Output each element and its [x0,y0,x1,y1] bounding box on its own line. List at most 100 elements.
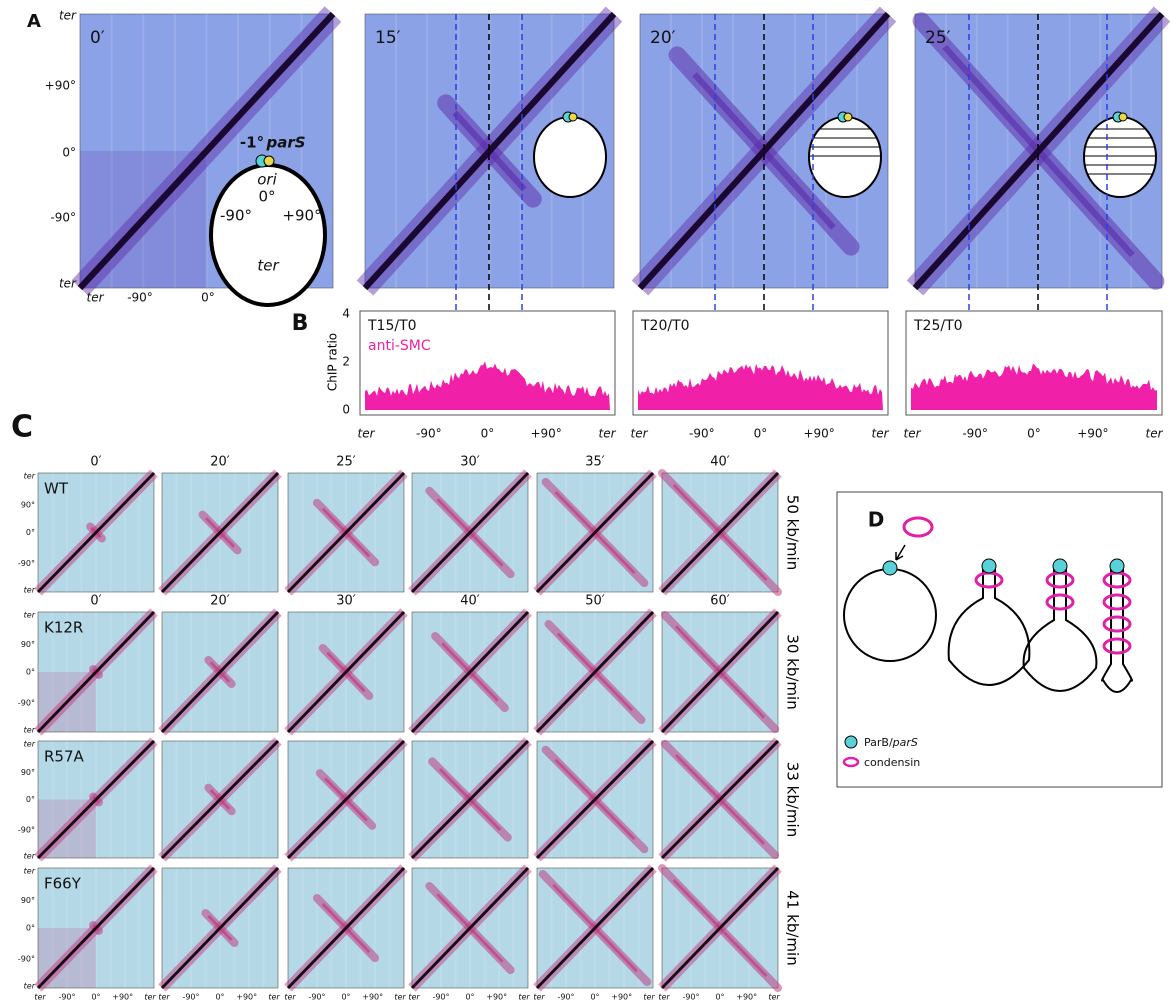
y-tick-label: ter [24,852,36,861]
heatmap-diagonal [660,866,780,990]
y-tick-label: ter [24,611,36,620]
y-tick-label: ter [24,982,36,991]
heatmap-diagonal [286,739,406,860]
x-tick-label: 0° [1027,427,1041,441]
rate-label: 41 kb/min [784,890,802,965]
x-tick-label: ter [144,993,156,1002]
x-tick-label: -90° [689,427,715,441]
x-tick-label: 0° [201,291,215,305]
y-tick-label: 4 [342,307,350,321]
time-label: 30′ [460,455,480,470]
condensin-ring [1045,593,1075,611]
heatmap-diagonal [535,739,655,860]
legend-label: ParB/parS [864,736,918,749]
y-tick-label: 2 [342,355,350,369]
heatmap-diagonal [286,866,406,990]
x-tick-label: +90° [486,993,507,1002]
x-tick-label: ter [408,993,420,1002]
time-label: 30′ [336,594,356,609]
x-tick-label: ter [871,427,889,441]
x-tick-label: 0° [465,993,474,1002]
heatmap-diagonal [362,11,617,291]
heatmap-diagonal [410,610,530,734]
parb-dot [1109,558,1125,574]
x-tick-label: 0° [91,993,100,1002]
panel-label: A [27,11,41,32]
x-tick-label: +90° [236,993,257,1002]
parb-dot [1052,558,1068,574]
x-tick-label: +90° [530,427,561,441]
x-tick-label: -90° [58,993,75,1002]
y-tick-label: 90° [21,896,35,905]
x-tick-label: -90° [432,993,449,1002]
y-tick-label: ter [24,740,36,749]
y-tick-label: 90° [21,640,35,649]
chip-profile [638,363,883,410]
x-tick-label: -90° [962,427,988,441]
x-tick-label: 0° [590,993,599,1002]
time-label: 35′ [585,455,605,470]
x-tick-label: ter [518,993,530,1002]
strain-label: R57A [44,748,85,766]
time-label: 60′ [710,594,730,609]
strain-label: WT [44,480,69,498]
y-tick-label: 0° [62,146,76,160]
heatmap-diagonal [160,739,280,860]
x-tick-label: 0° [215,993,224,1002]
x-tick-label: 0° [481,427,495,441]
heatmap-diagonal [535,610,655,734]
x-tick-label: +90° [803,427,834,441]
heatmap-diagonal [160,610,280,734]
strain-label: F66Y [44,875,82,893]
plot-title: T25/T0 [913,318,963,334]
y-tick-label: ter [24,726,36,735]
x-tick-label: +90° [362,993,383,1002]
y-tick-label: ter [24,472,36,481]
x-tick-label: ter [598,427,616,441]
chromosome-loop [1101,566,1133,693]
x-tick-label: ter [357,427,375,441]
x-tick-label: -90° [682,993,699,1002]
y-tick-label: ter [24,586,36,595]
heatmap-diagonal [410,739,530,860]
inset-label: parS [265,134,305,152]
heatmap-diagonal [535,866,655,990]
x-tick-label: ter [768,993,780,1002]
x-tick-label: ter [86,291,104,305]
pars-dot [1118,112,1128,122]
condensin-ring [1102,615,1132,633]
legend-label: condensin [864,756,920,769]
x-tick-label: ter [533,993,545,1002]
chromosome-inset [533,116,607,198]
legend-text: parS [892,736,918,749]
arrow [895,544,906,561]
chip-profile [365,361,610,410]
y-tick-label: 0° [26,668,35,677]
x-tick-label: -90° [416,427,442,441]
x-tick-label: ter [284,993,296,1002]
pars-dot [263,155,275,167]
x-tick-label: ter [630,427,648,441]
x-tick-label: ter [158,993,170,1002]
heatmap-diagonal [77,11,336,291]
heatmap-diagonal [286,610,406,734]
y-tick-label: -90° [18,955,35,964]
chromosome-loop [947,566,1031,686]
inset-label: ter [257,257,279,275]
time-label: 0′ [90,28,105,48]
y-tick-label: 90° [21,768,35,777]
inset-label: -1° [240,134,264,152]
heatmap-diagonal [660,739,780,860]
time-label: 0′ [90,594,101,609]
strain-label: K12R [44,619,83,637]
condensin-ring [1102,593,1132,611]
heatmap-diagonal [286,471,406,594]
condensin-ring [902,516,934,538]
time-label: 25′ [336,455,356,470]
x-tick-label: 0° [715,993,724,1002]
parb-dot [882,560,898,576]
heatmap-diagonal [36,739,156,860]
time-label: 40′ [710,455,730,470]
time-label: 20′ [210,455,230,470]
y-tick-label: +90° [45,79,76,93]
